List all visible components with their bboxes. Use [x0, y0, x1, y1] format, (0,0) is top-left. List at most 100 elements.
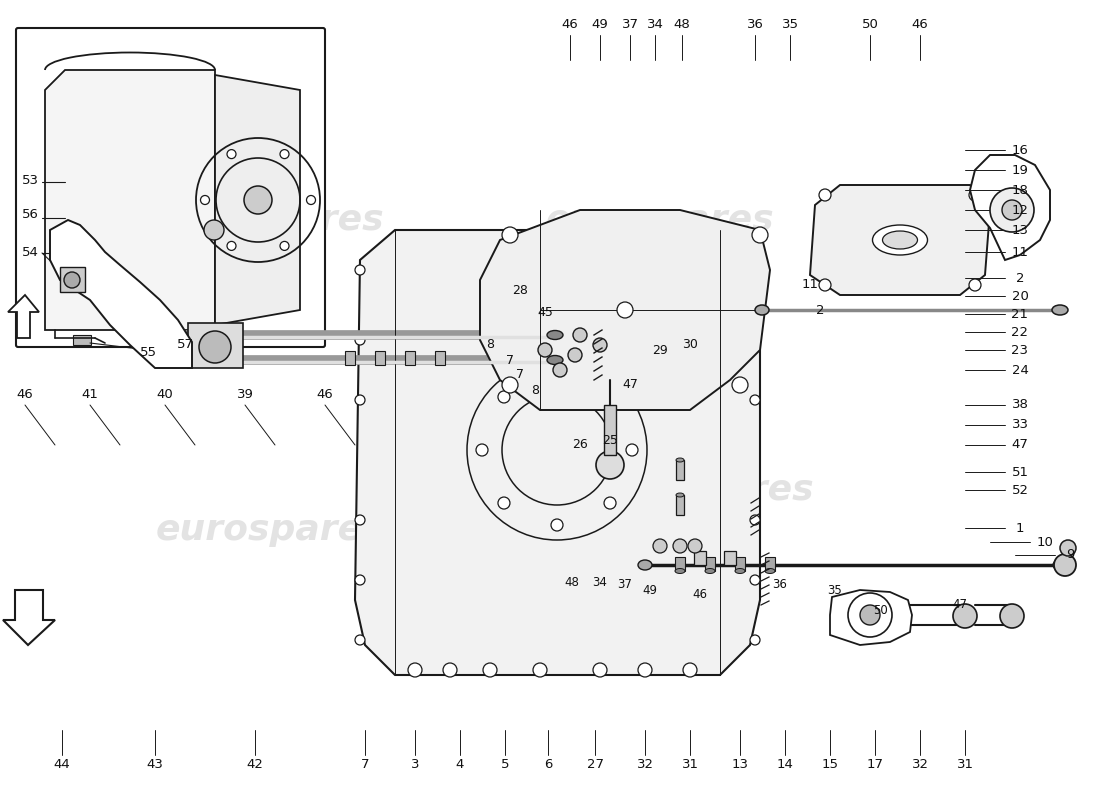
Text: 56: 56 — [22, 209, 38, 222]
Circle shape — [969, 189, 981, 201]
Circle shape — [596, 451, 624, 479]
Text: eurospares: eurospares — [156, 203, 384, 237]
Circle shape — [673, 539, 688, 553]
Ellipse shape — [676, 458, 684, 462]
Circle shape — [683, 663, 697, 677]
Text: 54: 54 — [22, 246, 38, 258]
Circle shape — [750, 265, 760, 275]
Circle shape — [750, 515, 760, 525]
Ellipse shape — [735, 569, 745, 574]
Circle shape — [750, 395, 760, 405]
Text: 19: 19 — [1012, 163, 1028, 177]
Text: 2: 2 — [1015, 271, 1024, 285]
Text: 13: 13 — [732, 758, 748, 771]
Bar — [375, 351, 385, 365]
Text: 30: 30 — [682, 338, 697, 351]
Ellipse shape — [638, 560, 652, 570]
Text: 33: 33 — [1012, 418, 1028, 431]
Polygon shape — [970, 155, 1050, 260]
Circle shape — [568, 348, 582, 362]
Text: 36: 36 — [747, 18, 763, 31]
Bar — [434, 351, 446, 365]
Text: 11: 11 — [1012, 246, 1028, 258]
Text: 44: 44 — [54, 758, 70, 771]
Text: 46: 46 — [693, 589, 707, 602]
Polygon shape — [3, 590, 55, 645]
Text: 34: 34 — [593, 575, 607, 589]
Circle shape — [604, 391, 616, 403]
Circle shape — [617, 302, 632, 318]
Text: 40: 40 — [156, 389, 174, 402]
Polygon shape — [480, 210, 770, 410]
Circle shape — [538, 343, 552, 357]
Circle shape — [551, 369, 563, 381]
Bar — [764, 557, 776, 571]
Circle shape — [355, 265, 365, 275]
Text: 48: 48 — [673, 18, 691, 31]
Text: 13: 13 — [1012, 223, 1028, 237]
Bar — [675, 557, 685, 571]
Bar — [73, 335, 91, 345]
Text: 35: 35 — [827, 583, 843, 597]
FancyBboxPatch shape — [16, 28, 324, 347]
Circle shape — [750, 335, 760, 345]
Text: 53: 53 — [22, 174, 38, 186]
Circle shape — [638, 663, 652, 677]
Text: 38: 38 — [1012, 398, 1028, 411]
Ellipse shape — [705, 569, 715, 574]
Circle shape — [498, 391, 510, 403]
Circle shape — [227, 242, 236, 250]
Ellipse shape — [755, 305, 769, 315]
Text: 42: 42 — [246, 758, 263, 771]
Text: 34: 34 — [647, 18, 663, 31]
Polygon shape — [355, 230, 760, 675]
Text: 47: 47 — [623, 378, 638, 391]
Circle shape — [1000, 604, 1024, 628]
Text: 36: 36 — [772, 578, 788, 591]
Text: 3: 3 — [410, 758, 419, 771]
Circle shape — [848, 593, 892, 637]
Circle shape — [750, 635, 760, 645]
Text: 39: 39 — [236, 389, 253, 402]
Text: 55: 55 — [140, 346, 156, 359]
Text: 32: 32 — [912, 758, 928, 771]
Polygon shape — [45, 70, 214, 330]
Circle shape — [551, 519, 563, 531]
Circle shape — [355, 635, 365, 645]
Polygon shape — [830, 590, 912, 645]
Circle shape — [502, 227, 518, 243]
Text: 7: 7 — [361, 758, 370, 771]
Text: 28: 28 — [513, 283, 528, 297]
Circle shape — [355, 395, 365, 405]
Text: 7: 7 — [516, 369, 524, 382]
Circle shape — [355, 335, 365, 345]
Circle shape — [750, 575, 760, 585]
Text: 21: 21 — [1012, 307, 1028, 321]
Circle shape — [483, 663, 497, 677]
Text: 50: 50 — [872, 603, 888, 617]
Ellipse shape — [547, 330, 563, 339]
Circle shape — [860, 605, 880, 625]
Text: 17: 17 — [867, 758, 883, 771]
Text: 12: 12 — [1012, 203, 1028, 217]
Circle shape — [307, 195, 316, 205]
Circle shape — [732, 377, 748, 393]
Text: 57: 57 — [176, 338, 194, 351]
Text: 48: 48 — [564, 575, 580, 589]
Text: eurospares: eurospares — [546, 203, 774, 237]
Polygon shape — [214, 75, 300, 325]
Text: 52: 52 — [1012, 483, 1028, 497]
Ellipse shape — [676, 493, 684, 497]
Ellipse shape — [166, 355, 182, 365]
Text: 49: 49 — [592, 18, 608, 31]
Circle shape — [502, 377, 518, 393]
Text: 32: 32 — [637, 758, 653, 771]
Bar — [694, 551, 706, 565]
Text: 6: 6 — [543, 758, 552, 771]
Circle shape — [953, 604, 977, 628]
Circle shape — [990, 188, 1034, 232]
Text: 11: 11 — [802, 278, 818, 291]
Text: 46: 46 — [562, 18, 579, 31]
Text: 37: 37 — [617, 578, 632, 591]
Circle shape — [604, 497, 616, 509]
